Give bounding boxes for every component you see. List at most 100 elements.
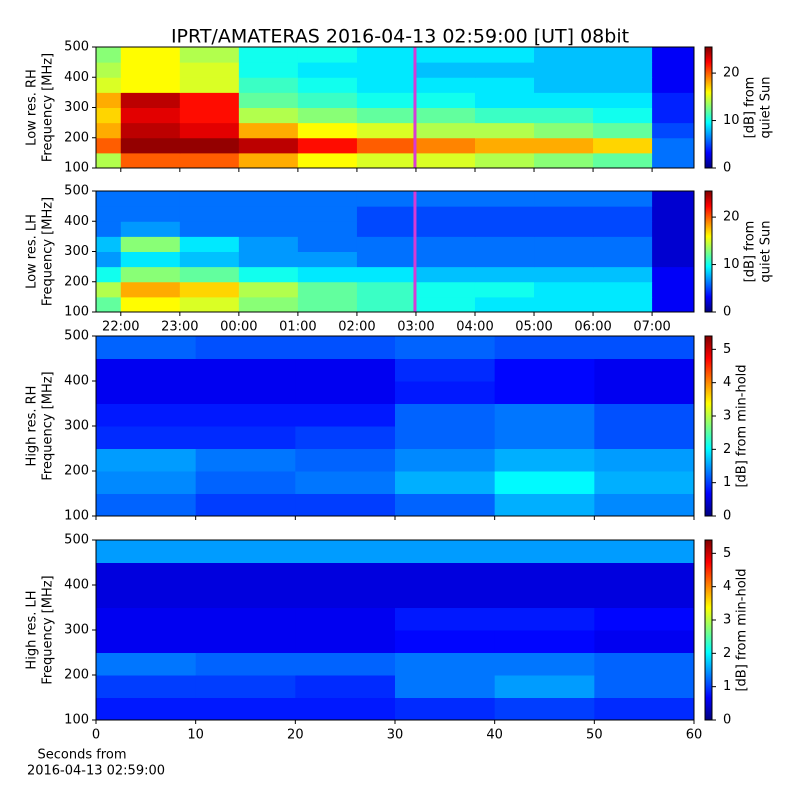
spectrum-cell — [120, 122, 181, 139]
y-tick-label: 200 — [64, 274, 89, 289]
spectrum-cell — [593, 296, 653, 313]
spectrum-cell — [534, 296, 594, 313]
spectrum-cell — [96, 540, 197, 563]
colorbar-tick-label: 20 — [723, 66, 740, 81]
spectrum-cell — [297, 92, 358, 108]
spectrum-cell — [594, 336, 695, 359]
spectrum-cell — [593, 107, 653, 124]
spectrum-cell — [415, 152, 476, 169]
spectrum-cell — [238, 137, 299, 154]
spectrum-cell — [96, 562, 197, 586]
spectrum-cell — [474, 296, 535, 313]
spectrum-cell — [474, 251, 535, 268]
spectrum-cell — [356, 137, 417, 154]
x-tick-label: 02:00 — [338, 320, 375, 335]
y-tick-label: 100 — [64, 305, 89, 320]
spectrum-cell — [652, 122, 695, 139]
spectrum-cell — [120, 221, 181, 237]
spectrum-cell — [295, 358, 396, 382]
spectrum-cell — [179, 236, 240, 252]
spectrum-cell — [238, 206, 299, 222]
y-tick-label: 400 — [64, 578, 89, 593]
spectrum-cell — [593, 251, 653, 268]
spectrum-cell — [356, 152, 417, 169]
spectrum-cell — [96, 381, 197, 404]
x-tick-label: 03:00 — [397, 320, 434, 335]
spectrum-cell — [179, 266, 240, 283]
spectrum-cell — [534, 107, 594, 124]
spectrum-cell — [96, 92, 122, 108]
spectrum-cell — [494, 471, 595, 494]
spectrum-cell — [297, 107, 358, 124]
spectrum-cell — [96, 652, 197, 676]
spectrum-cell — [96, 697, 197, 721]
colorbar-tick-label: 3 — [723, 613, 731, 628]
x-tick-label: 23:00 — [161, 320, 198, 335]
spectrum-cell — [474, 206, 535, 222]
spectrum-cell — [534, 122, 594, 139]
spectrum-cell — [96, 266, 122, 283]
spectrum-cell — [494, 403, 595, 427]
spectrum-cell — [593, 77, 653, 93]
spectrum-cell — [179, 221, 240, 237]
spectrum-cell — [652, 281, 695, 298]
spectrum-cell — [96, 221, 122, 237]
colorbar-tick-label: 5 — [723, 546, 731, 561]
x-tick-label: 10 — [187, 728, 204, 743]
spectrum-cell — [96, 296, 122, 313]
spectrum-cell — [295, 426, 396, 449]
spectrum-cell — [238, 236, 299, 252]
spectrum-cell — [415, 92, 476, 108]
spectrum-cell — [96, 607, 197, 631]
spectrum-cell — [356, 266, 417, 283]
spectrum-cell — [494, 448, 595, 472]
spectrum-cell — [295, 381, 396, 404]
spectrum-cell — [295, 652, 396, 676]
spectrum-cell — [295, 493, 396, 517]
spectrum-cell — [395, 426, 496, 449]
colorbar-label: quiet Sun — [759, 76, 774, 138]
spectrum-cell — [295, 471, 396, 494]
spectrum-cell — [652, 47, 695, 63]
spectrum-cell — [415, 221, 476, 237]
spectrum-cell — [195, 448, 296, 472]
spectrum-cell — [652, 152, 695, 169]
spectrum-cell — [295, 540, 396, 563]
spectrum-cell — [534, 62, 594, 78]
y-tick-label: 200 — [64, 130, 89, 145]
spectrum-cell — [494, 381, 595, 404]
spectrum-cell — [195, 562, 296, 586]
spectrum-cell — [120, 77, 181, 93]
spectrum-cell — [195, 336, 296, 359]
spectrum-cell — [415, 137, 476, 154]
spectrum-cell — [415, 191, 476, 207]
spectrum-cell — [593, 266, 653, 283]
spectrum-cell — [295, 630, 396, 653]
spectrum-cell — [415, 122, 476, 139]
spectrum-cell — [594, 426, 695, 449]
spectrum-cell — [120, 92, 181, 108]
spectrum-cell — [356, 107, 417, 124]
colorbar — [704, 335, 713, 517]
spectrum-cell — [297, 137, 358, 154]
spectrum-cell — [494, 675, 595, 698]
spectrum-cell — [297, 266, 358, 283]
colorbar-tick-label: 0 — [723, 161, 731, 176]
spectrum-cell — [494, 358, 595, 382]
y-axis-label: Frequency [MHz] — [41, 371, 56, 480]
spectrum-cell — [593, 47, 653, 63]
spectrum-cell — [594, 562, 695, 586]
y-tick-label: 300 — [64, 244, 89, 259]
y-tick-label: 400 — [64, 214, 89, 229]
spectrum-cell — [395, 630, 496, 653]
spectrum-cell — [195, 607, 296, 631]
spectrum-cell — [594, 607, 695, 631]
spectrum-cell — [594, 448, 695, 472]
spectrum-cell — [652, 251, 695, 268]
spectrum-cell — [179, 122, 240, 139]
y-axis-label: High res. LH — [25, 590, 40, 669]
y-axis-label: High res. RH — [25, 386, 40, 467]
spectrum-cell — [297, 296, 358, 313]
spectrum-cell — [652, 191, 695, 207]
spectrum-cell — [395, 448, 496, 472]
